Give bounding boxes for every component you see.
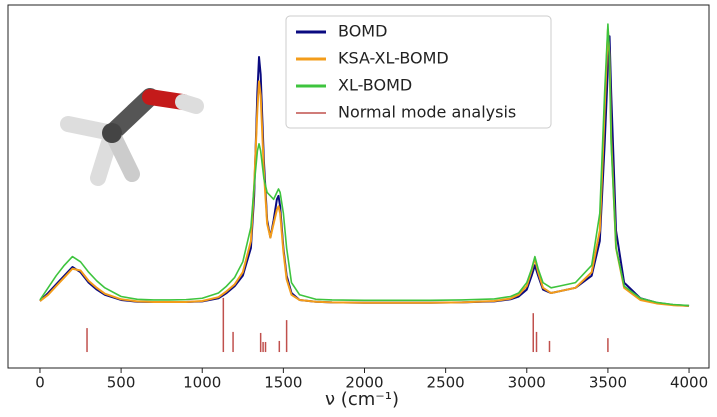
x-axis-label: ν (cm⁻¹) — [325, 389, 399, 410]
x-tick-label: 1500 — [264, 374, 302, 392]
spectrum-line — [39, 23, 690, 307]
x-tick-label: 4000 — [670, 374, 708, 392]
spectrum-line — [39, 28, 690, 307]
methanol-molecule — [60, 88, 204, 186]
legend-label: KSA-XL-BOMD — [338, 49, 449, 68]
x-tick-label: 2000 — [345, 374, 383, 392]
legend-label: BOMD — [338, 22, 387, 41]
x-tick-label: 3500 — [589, 374, 627, 392]
legend-label: Normal mode analysis — [338, 103, 516, 122]
legend-box — [285, 15, 552, 129]
legend-label: XL-BOMD — [338, 76, 412, 95]
plot-frame — [7, 4, 710, 369]
x-tick-label: 500 — [107, 374, 136, 392]
x-tick-label: 3000 — [508, 374, 546, 392]
x-tick-label: 1000 — [183, 374, 221, 392]
x-tick-label: 2500 — [427, 374, 465, 392]
x-tick-label: 0 — [35, 374, 45, 392]
legend: BOMD KSA-XL-BOMD XL-BOMD Normal mode analys… — [285, 15, 552, 129]
